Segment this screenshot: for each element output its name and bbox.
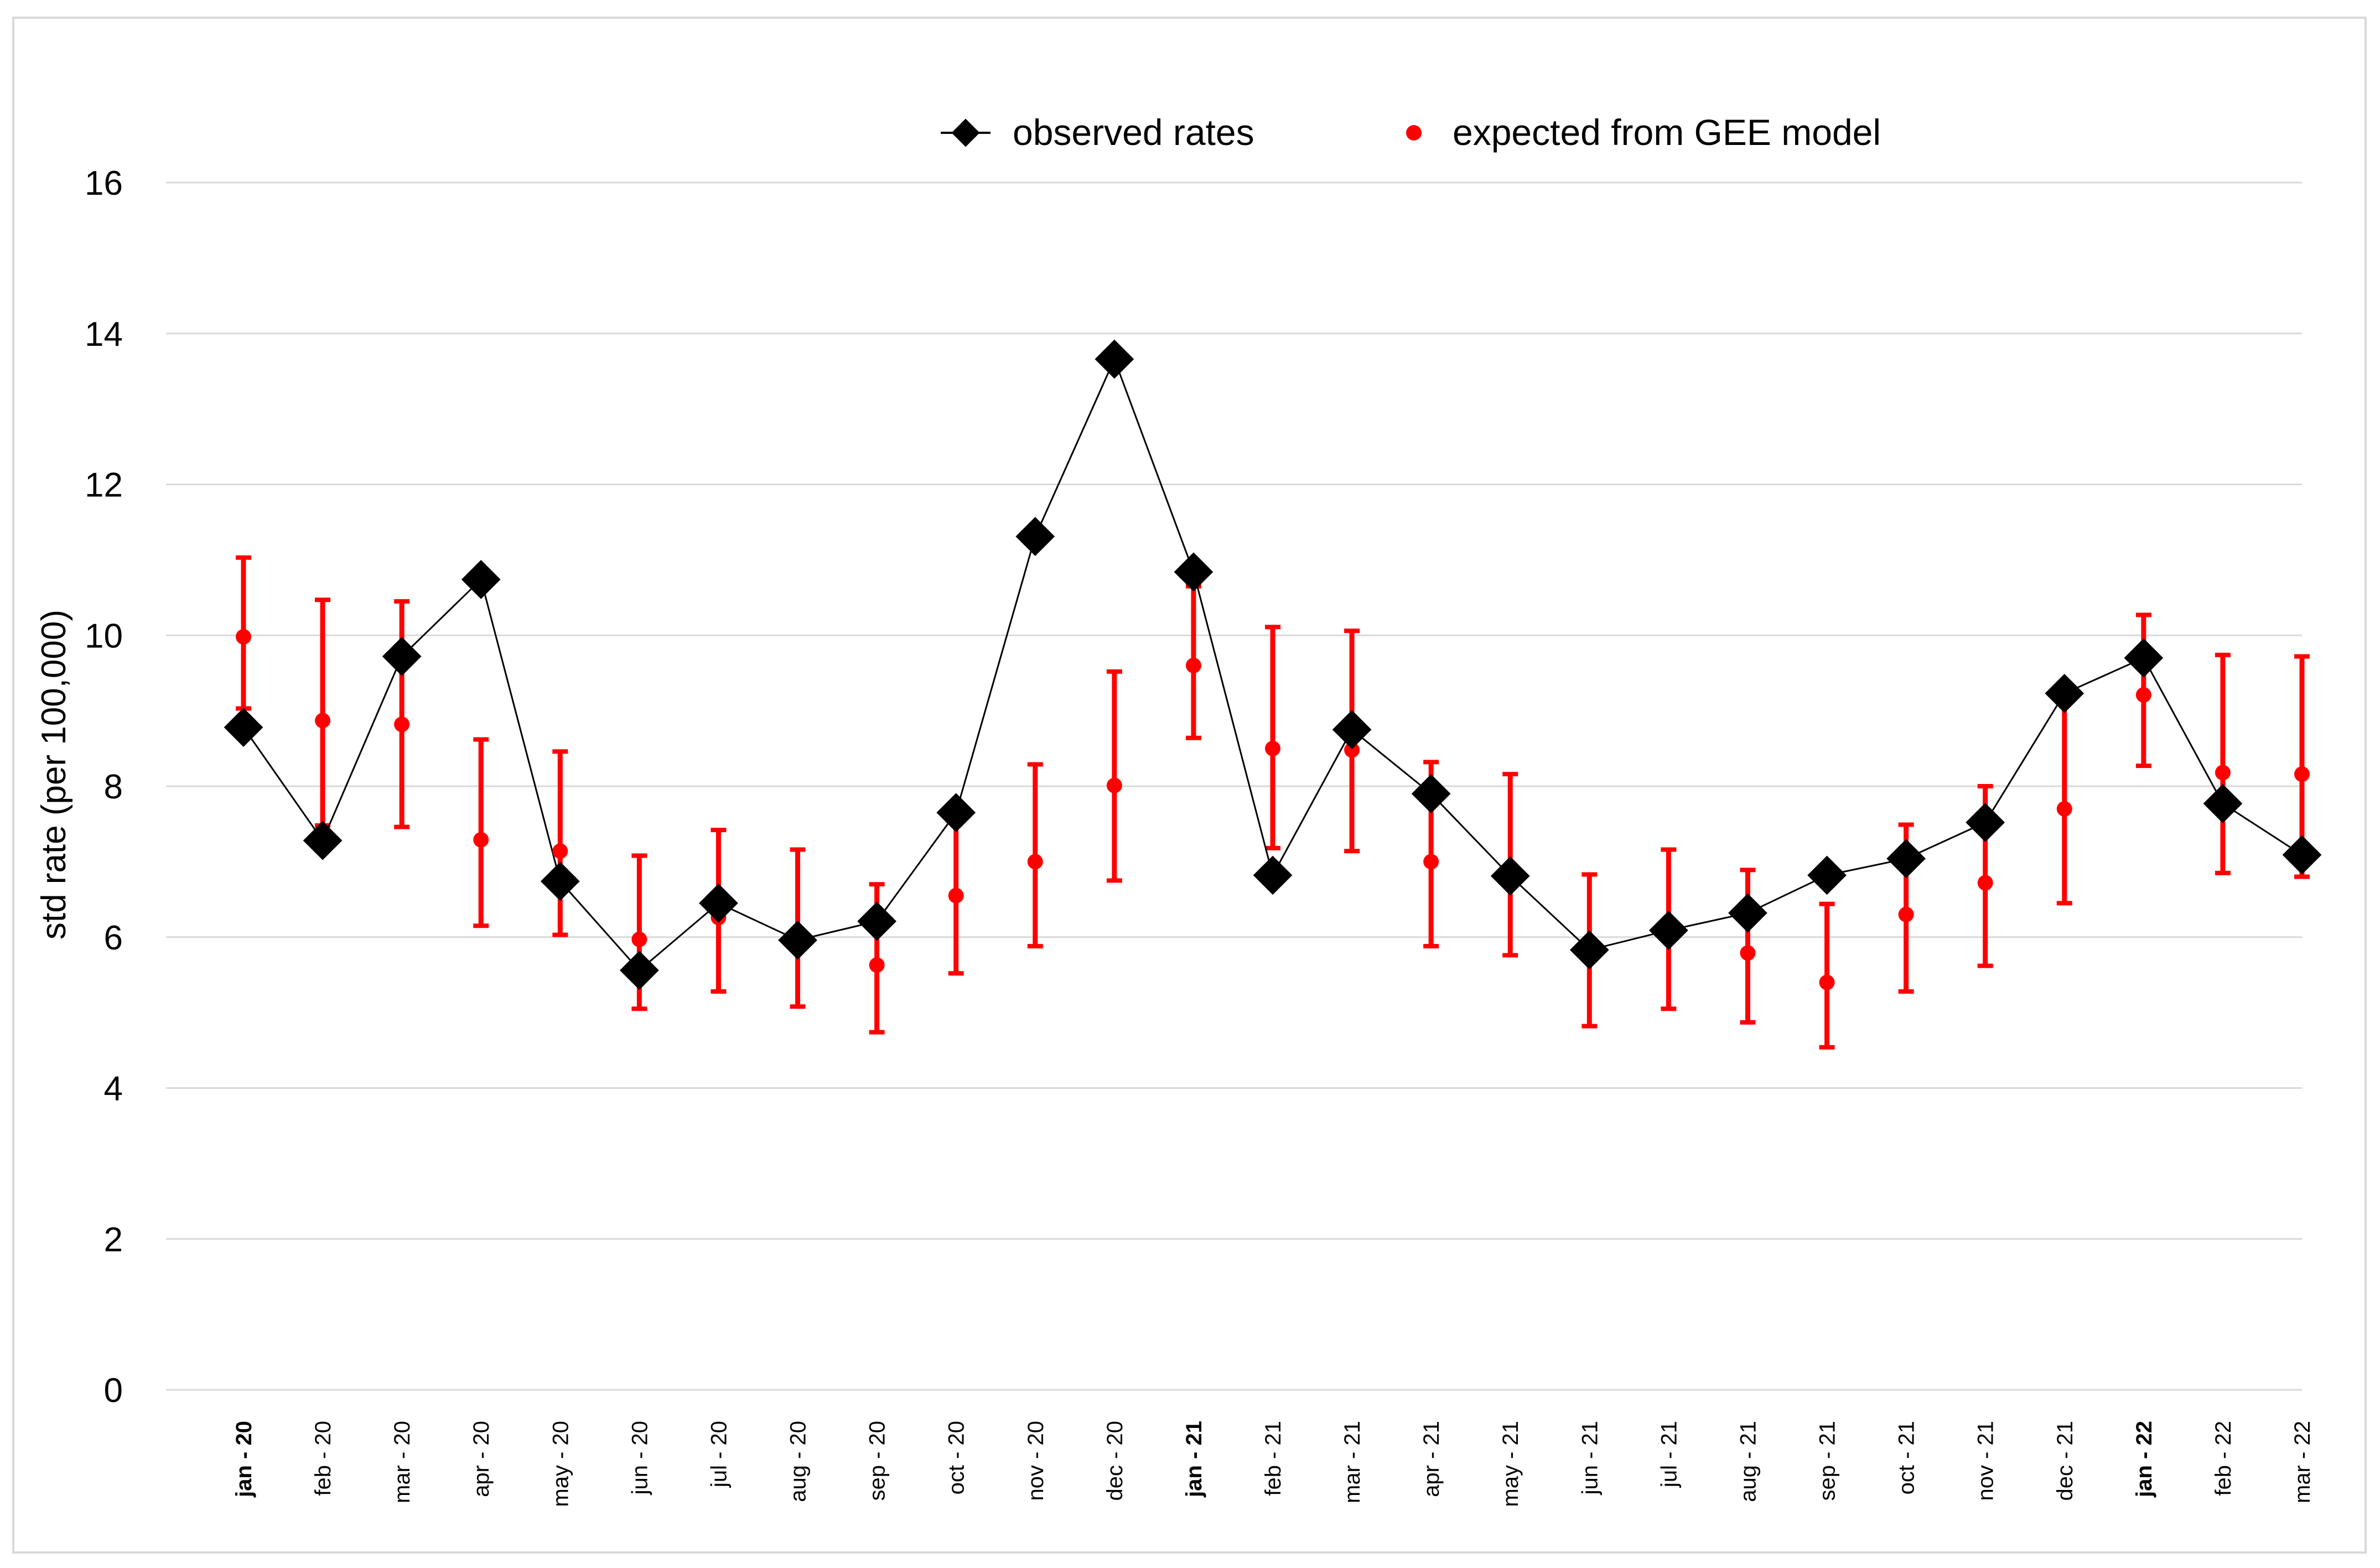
y-tick-label-4: 4 (104, 1070, 123, 1108)
y-tick-label-6: 6 (104, 919, 123, 957)
y-axis-ticks: 0 2 4 6 8 10 12 14 16 (85, 164, 123, 1410)
y-tick-label-16: 16 (85, 164, 123, 203)
observed-point-16 (1490, 856, 1530, 896)
x-tick-label-21: oct - 21 (1895, 1421, 1919, 1494)
observed-point-20 (1807, 855, 1847, 895)
observed-point-4 (540, 861, 580, 901)
x-tick-label-25: feb - 22 (2211, 1421, 2236, 1496)
expected-point-12 (1185, 657, 1201, 673)
x-tick-label-15: apr - 21 (1419, 1421, 1444, 1497)
observed-point-2 (382, 637, 422, 676)
x-tick-label-16: may - 21 (1498, 1421, 1523, 1507)
legend: observed rates expected from GEE model (941, 112, 1881, 153)
observed-point-5 (620, 951, 659, 990)
x-tick-label-22: nov - 21 (1974, 1421, 1998, 1501)
x-tick-label-9: oct - 20 (945, 1421, 969, 1494)
x-tick-label-4: may - 20 (548, 1421, 573, 1507)
y-tick-label-10: 10 (85, 617, 123, 655)
x-tick-label-6: jul - 20 (707, 1421, 731, 1488)
chart-frame (12, 17, 2367, 1554)
legend-observed-label: observed rates (1013, 112, 1254, 153)
legend-expected-dot-icon (1406, 125, 1422, 141)
x-tick-label-1: feb - 20 (311, 1421, 335, 1496)
expected-point-1 (315, 713, 331, 729)
expected-point-9 (948, 887, 964, 904)
observed-point-21 (1886, 839, 1926, 879)
expected-point-4 (552, 843, 568, 859)
x-tick-label-3: apr - 20 (469, 1421, 494, 1497)
x-tick-label-18: jul - 21 (1657, 1421, 1681, 1488)
x-tick-label-17: jun - 21 (1578, 1421, 1602, 1495)
x-tick-label-26: mar - 22 (2290, 1421, 2315, 1503)
x-tick-label-23: dec - 21 (2053, 1421, 2077, 1501)
x-tick-label-19: aug - 21 (1736, 1421, 1760, 1502)
observed-point-11 (1095, 339, 1134, 379)
expected-point-0 (236, 629, 251, 645)
x-tick-label-12: jan - 21 (1182, 1421, 1206, 1498)
observed-point-13 (1253, 855, 1293, 895)
y-tick-label-0: 0 (104, 1372, 123, 1410)
expected-point-26 (2294, 766, 2310, 782)
observed-point-17 (1569, 930, 1609, 970)
expected-point-19 (1740, 945, 1756, 961)
y-tick-label-2: 2 (104, 1221, 123, 1259)
expected-point-20 (1819, 974, 1835, 990)
expected-point-21 (1898, 906, 1914, 922)
expected-point-14 (1344, 742, 1360, 758)
y-tick-label-12: 12 (85, 466, 123, 505)
x-tick-label-0: jan - 20 (232, 1421, 256, 1498)
x-tick-label-13: feb - 21 (1261, 1421, 1285, 1496)
observed-point-0 (224, 708, 263, 747)
observed-point-24 (2124, 638, 2164, 678)
gridlines (166, 181, 2302, 1391)
expected-point-5 (631, 931, 647, 947)
x-tick-label-8: sep - 20 (865, 1421, 890, 1501)
x-tick-label-24: jan - 22 (2132, 1421, 2156, 1498)
expected-point-24 (2135, 687, 2151, 703)
observed-markers (224, 339, 2322, 990)
observed-point-9 (936, 793, 976, 833)
error-bars (236, 555, 2310, 1050)
observed-point-1 (303, 821, 343, 860)
x-tick-label-2: mar - 20 (390, 1421, 414, 1503)
observed-point-22 (1966, 803, 2005, 842)
observed-point-15 (1411, 774, 1451, 813)
x-tick-label-14: mar - 21 (1340, 1421, 1365, 1503)
y-tick-label-14: 14 (85, 315, 123, 354)
observed-point-3 (461, 559, 501, 599)
x-tick-label-11: dec - 20 (1103, 1421, 1127, 1501)
y-axis-title: std rate (per 100,000) (35, 610, 73, 939)
observed-point-25 (2203, 784, 2243, 823)
x-axis-ticks: jan - 20 feb - 20 mar - 20 apr - 20 may - 20… (232, 1421, 2315, 1507)
x-tick-label-5: jun - 20 (628, 1421, 652, 1495)
legend-observed-diamond-icon (951, 118, 980, 147)
x-tick-label-20: sep - 21 (1816, 1421, 1840, 1501)
observed-point-14 (1332, 710, 1372, 750)
observed-point-12 (1174, 552, 1214, 592)
expected-point-11 (1106, 777, 1122, 793)
expected-point-3 (473, 832, 489, 848)
x-tick-label-10: nov - 20 (1024, 1421, 1048, 1501)
x-tick-label-7: aug - 20 (786, 1421, 811, 1502)
expected-point-15 (1423, 854, 1439, 870)
observed-point-18 (1649, 911, 1688, 950)
observed-point-10 (1015, 517, 1055, 556)
observed-point-26 (2282, 835, 2322, 875)
legend-expected-label: expected from GEE model (1453, 112, 1881, 153)
expected-point-23 (2056, 801, 2072, 817)
expected-point-25 (2215, 765, 2231, 781)
observed-point-23 (2045, 673, 2085, 713)
expected-point-10 (1027, 854, 1043, 870)
expected-point-13 (1265, 740, 1280, 756)
observed-point-8 (857, 901, 896, 941)
expected-point-2 (394, 716, 410, 733)
expected-point-22 (1977, 875, 1993, 891)
observed-point-6 (699, 884, 738, 923)
expected-point-8 (869, 957, 885, 973)
observed-point-19 (1728, 893, 1767, 933)
y-tick-label-8: 8 (104, 768, 123, 806)
observed-point-7 (778, 920, 817, 960)
